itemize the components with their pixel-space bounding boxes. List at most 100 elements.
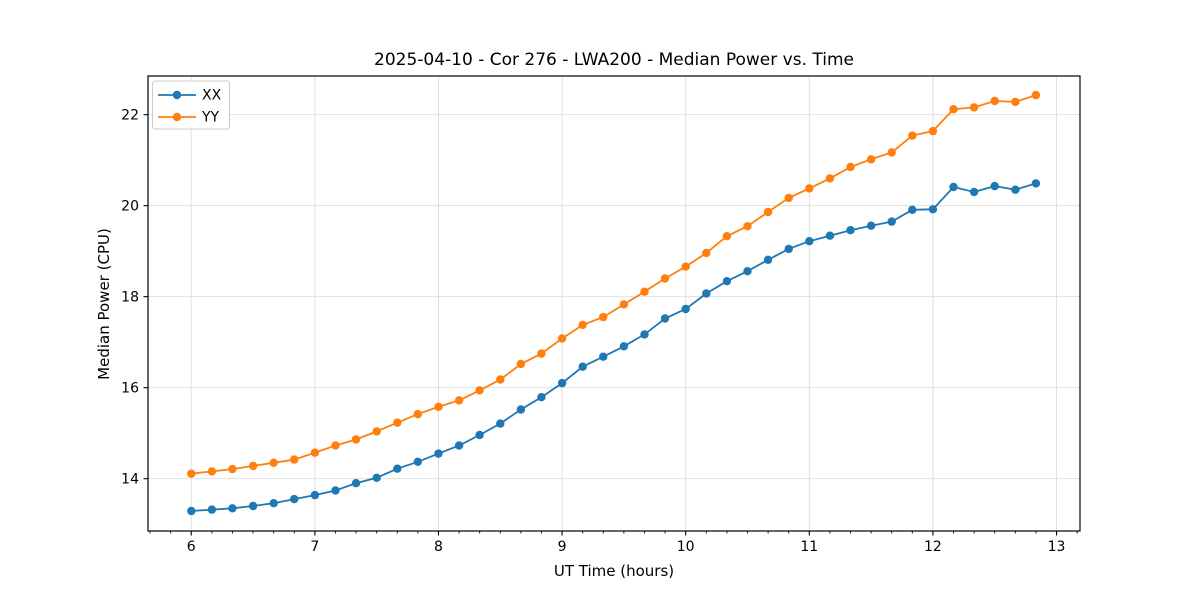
data-point-yy (413, 409, 422, 419)
data-point-yy (269, 458, 278, 467)
legend-label-yy: YY (201, 110, 220, 126)
data-point-yy (393, 418, 402, 427)
data-point-yy (207, 467, 217, 476)
data-point-xx (969, 187, 979, 197)
data-point-yy (599, 312, 608, 322)
data-point-xx (434, 449, 443, 458)
data-point-xx (866, 221, 876, 230)
data-point-yy (805, 184, 814, 193)
x-tick-label: 11 (800, 539, 818, 555)
data-point-yy (722, 232, 732, 241)
axis-tick-labels: 6 7 8 9 10 11 12 13 14 16 18 20 22 (121, 108, 1065, 555)
data-point-yy (351, 435, 361, 444)
plot-border (147, 75, 1081, 532)
y-tick-label: 14 (121, 472, 139, 488)
data-point-yy (331, 441, 340, 450)
data-point-yy (310, 448, 320, 457)
legend: XX YY (152, 80, 230, 130)
x-tick-label: 10 (677, 539, 695, 555)
chart-title: 2025-04-10 - Cor 276 - LWA200 - Median P… (374, 50, 854, 70)
y-axis-label: Median Power (CPU) (95, 228, 113, 380)
data-point-xx (763, 255, 773, 264)
data-point-yy (784, 193, 793, 203)
data-point-yy (825, 174, 835, 183)
data-point-yy (846, 162, 855, 172)
data-point-xx (331, 486, 340, 495)
data-point-xx (846, 226, 855, 235)
x-tick-label: 6 (187, 539, 196, 555)
y-tick-label: 16 (121, 381, 139, 397)
x-tick-label: 7 (310, 539, 319, 555)
gridlines (148, 76, 1080, 531)
legend-entry-xx: XX (158, 88, 222, 104)
data-point-xx (702, 289, 711, 298)
data-point-xx (928, 205, 938, 214)
x-tick-label: 13 (1048, 539, 1066, 555)
data-point-yy (372, 427, 381, 436)
data-point-xx (187, 506, 196, 516)
x-tick-label: 9 (558, 539, 567, 555)
y-tick-label: 18 (121, 290, 139, 306)
series-line-xx (191, 182, 1037, 512)
data-point-xx (228, 504, 237, 513)
data-point-yy (537, 349, 546, 358)
data-point-xx (660, 314, 670, 323)
data-point-xx (887, 217, 896, 226)
series-layer (187, 90, 1041, 516)
series-xx (187, 179, 1041, 516)
data-point-xx (516, 405, 526, 414)
data-point-xx (393, 464, 402, 473)
x-axis-label: UT Time (hours) (554, 562, 674, 580)
data-point-xx (475, 430, 484, 440)
data-point-yy (434, 402, 443, 411)
series-yy (187, 90, 1041, 478)
data-point-yy (908, 131, 917, 140)
y-tick-label: 20 (121, 199, 139, 215)
data-point-xx (619, 342, 629, 351)
data-point-yy (887, 148, 896, 157)
data-point-yy (743, 222, 752, 231)
data-point-yy (187, 469, 196, 478)
data-point-yy (969, 103, 979, 112)
data-point-yy (928, 126, 938, 136)
data-point-xx (310, 490, 320, 500)
data-point-xx (351, 479, 361, 488)
data-point-xx (599, 352, 608, 361)
data-point-xx (372, 473, 381, 482)
data-point-xx (908, 205, 917, 214)
y-tick-label: 22 (121, 108, 139, 124)
data-point-yy (949, 105, 958, 114)
data-point-xx (413, 457, 422, 466)
data-point-xx (825, 231, 835, 240)
data-point-yy (1031, 90, 1041, 100)
data-point-yy (454, 396, 464, 405)
data-point-xx (496, 419, 505, 428)
data-point-yy (516, 359, 526, 369)
data-point-xx (681, 304, 690, 314)
data-point-yy (475, 386, 484, 395)
data-point-yy (290, 455, 299, 464)
data-point-yy (228, 464, 237, 474)
data-point-xx (578, 362, 587, 371)
data-point-yy (248, 461, 258, 471)
data-point-yy (557, 334, 567, 343)
data-point-xx (290, 494, 299, 504)
data-point-yy (619, 300, 629, 309)
legend-label-xx: XX (202, 88, 222, 104)
data-point-xx (537, 393, 546, 402)
data-point-xx (805, 237, 814, 246)
x-tick-label: 12 (924, 539, 942, 555)
data-point-xx (454, 441, 464, 450)
data-point-xx (248, 501, 258, 511)
data-point-yy (681, 262, 690, 271)
data-point-yy (496, 375, 505, 384)
data-point-yy (1011, 97, 1020, 107)
data-point-yy (866, 155, 876, 164)
data-point-xx (557, 378, 567, 388)
data-point-yy (640, 287, 649, 296)
data-point-xx (207, 505, 217, 514)
legend-marker-yy (172, 112, 182, 122)
x-tick-label: 8 (434, 539, 443, 555)
